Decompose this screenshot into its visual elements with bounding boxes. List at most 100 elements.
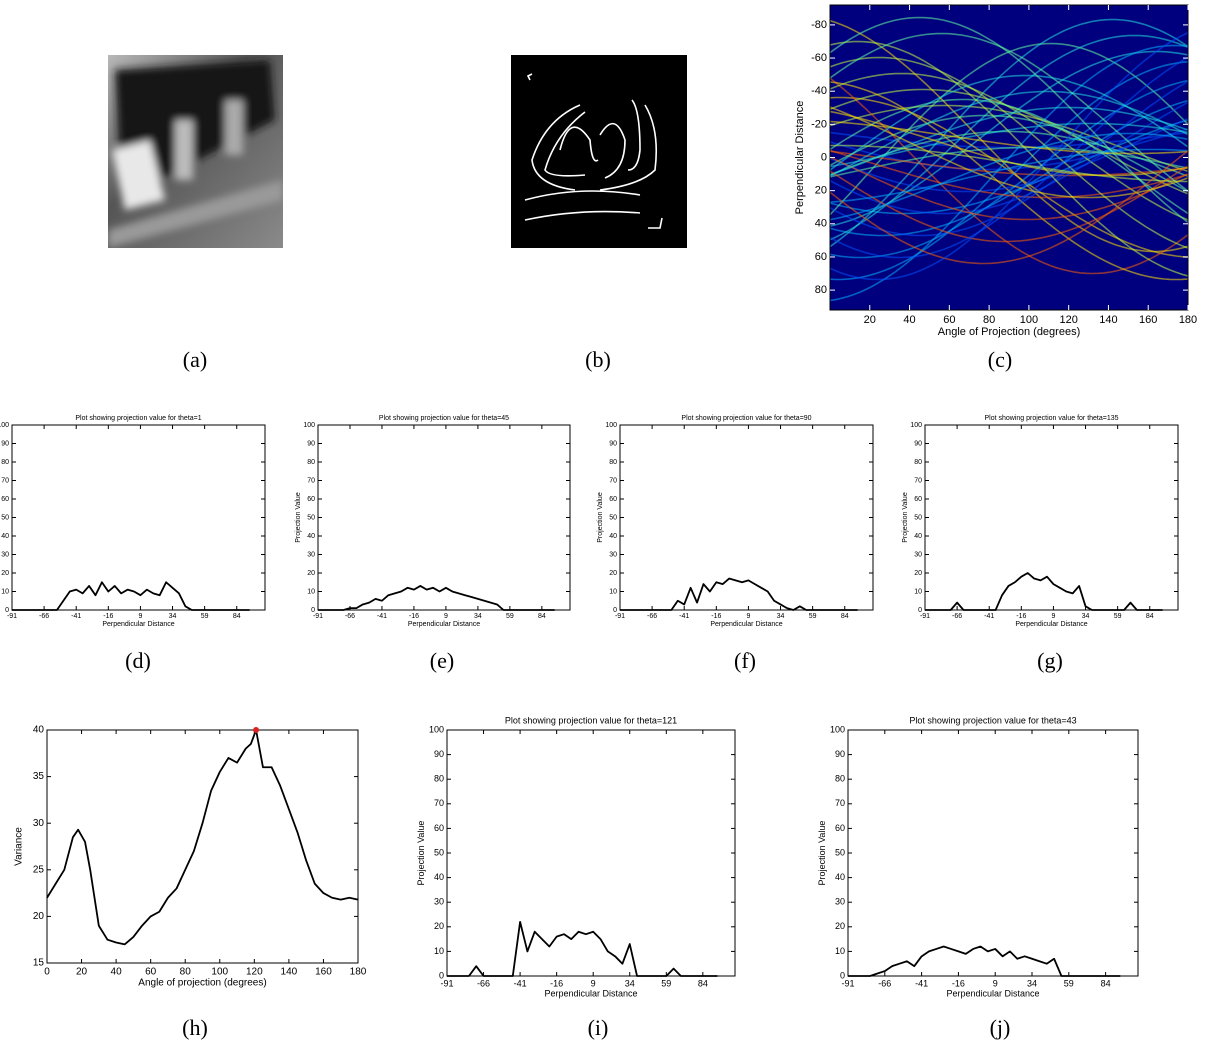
x-tick-label: 9 <box>591 978 596 988</box>
x-tick-label: 20 <box>864 314 876 326</box>
y-axis-label: Projection Value <box>817 821 827 886</box>
y-tick-label: 0 <box>821 151 827 163</box>
x-tick-label: 160 <box>1139 314 1157 326</box>
x-tick-label: -91 <box>7 613 17 620</box>
y-tick-label: 20 <box>609 570 617 577</box>
sinogram-curve <box>830 32 1188 192</box>
x-tick-label: -91 <box>615 613 625 620</box>
x-tick-label: 100 <box>1020 314 1038 326</box>
x-tick-label: -41 <box>514 978 527 988</box>
chart-title: Plot showing projection value for theta=… <box>379 415 509 422</box>
y-tick-label: 0 <box>311 607 315 614</box>
x-tick-label: 80 <box>983 314 995 326</box>
y-tick-label: 0 <box>840 970 845 980</box>
caption: (b) <box>585 347 611 372</box>
caption: (a) <box>183 347 207 372</box>
y-tick-label: 60 <box>914 496 922 503</box>
x-axis-label: Perpendicular Distance <box>1015 621 1087 628</box>
sinogram-curve <box>830 117 1188 193</box>
data-line <box>447 920 718 977</box>
sinogram-curve <box>830 148 1188 203</box>
x-tick-label: 9 <box>1051 613 1055 620</box>
x-tick-label: 40 <box>903 314 915 326</box>
y-tick-label: 10 <box>609 588 617 595</box>
x-tick-label: -16 <box>711 613 721 620</box>
y-tick-label: 100 <box>0 422 9 429</box>
x-tick-label: 84 <box>233 613 241 620</box>
data-line <box>925 572 1163 611</box>
x-tick-label: 120 <box>1059 314 1077 326</box>
sinogram-curve <box>830 72 1188 221</box>
x-tick-label: 180 <box>350 967 367 978</box>
sinogram-curve <box>830 16 1188 224</box>
x-tick-label: 140 <box>1099 314 1117 326</box>
sinogram-curve <box>830 165 1188 243</box>
y-tick-label: 40 <box>307 533 315 540</box>
chart-title: Plot showing projection value for theta=… <box>984 415 1118 422</box>
sinogram-curve <box>830 106 1188 199</box>
x-tick-label: -66 <box>647 613 657 620</box>
y-tick-label: 70 <box>609 477 617 484</box>
x-tick-label: 59 <box>661 978 671 988</box>
y-tick-label: 60 <box>835 823 845 833</box>
peak-marker <box>253 727 260 733</box>
sinogram-curve <box>830 56 1188 249</box>
caption: (f) <box>734 648 756 673</box>
x-tick-label: 84 <box>538 613 546 620</box>
y-tick-label: 15 <box>33 958 45 969</box>
y-tick-label: 80 <box>307 459 315 466</box>
x-tick-label: -16 <box>952 978 965 988</box>
x-tick-label: 120 <box>246 967 263 978</box>
x-tick-label: 59 <box>506 613 514 620</box>
y-tick-label: 80 <box>434 774 444 784</box>
y-tick-label: 10 <box>835 946 845 956</box>
y-tick-label: 25 <box>33 864 45 875</box>
y-tick-label: 40 <box>815 218 827 230</box>
x-tick-label: -66 <box>345 613 355 620</box>
y-tick-label: 100 <box>830 724 845 734</box>
y-axis-label: Projection Value <box>416 821 426 886</box>
y-tick-label: 60 <box>434 823 444 833</box>
x-axis-label: Perpendicular Distance <box>946 988 1039 998</box>
x-tick-label: 9 <box>444 613 448 620</box>
x-tick-label: 9 <box>993 978 998 988</box>
plot-frame <box>11 424 266 611</box>
y-tick-label: 100 <box>605 422 617 429</box>
x-tick-label: 9 <box>138 613 142 620</box>
sinogram-curve <box>830 150 1188 177</box>
x-tick-label: 59 <box>1064 978 1074 988</box>
x-axis-label: Angle of projection (degrees) <box>138 978 266 989</box>
x-tick-label: -41 <box>377 613 387 620</box>
y-tick-label: 90 <box>914 440 922 447</box>
x-tick-label: 84 <box>1146 613 1154 620</box>
x-axis-label: Angle of Projection (degrees) <box>938 326 1080 338</box>
y-tick-label: -60 <box>811 52 827 64</box>
y-tick-label: 30 <box>609 551 617 558</box>
y-tick-label: 70 <box>914 477 922 484</box>
sinogram-curve <box>830 144 1188 183</box>
y-tick-label: 60 <box>815 251 827 263</box>
data-line <box>12 581 250 611</box>
y-tick-label: 0 <box>5 607 9 614</box>
y-tick-label: -40 <box>811 85 827 97</box>
y-tick-label: 40 <box>1 533 9 540</box>
sinogram-curve <box>830 156 1188 221</box>
y-tick-label: -20 <box>811 118 827 130</box>
y-tick-label: 10 <box>914 588 922 595</box>
x-tick-label: 34 <box>1082 613 1090 620</box>
plot-frame <box>619 424 874 611</box>
x-tick-label: 60 <box>943 314 955 326</box>
x-tick-label: -41 <box>984 613 994 620</box>
x-tick-label: -16 <box>103 613 113 620</box>
x-tick-label: 84 <box>841 613 849 620</box>
caption: (j) <box>990 1015 1011 1040</box>
y-tick-label: 20 <box>33 911 45 922</box>
x-tick-label: -16 <box>550 978 563 988</box>
y-tick-label: 10 <box>307 588 315 595</box>
x-tick-label: -41 <box>679 613 689 620</box>
y-axis-label: Perpendicular Distance <box>794 101 806 215</box>
sinogram-curve <box>830 31 1188 281</box>
sinogram-curve <box>830 98 1188 215</box>
chart-title: Plot showing projection value for theta=… <box>505 715 677 725</box>
y-tick-label: 90 <box>835 749 845 759</box>
